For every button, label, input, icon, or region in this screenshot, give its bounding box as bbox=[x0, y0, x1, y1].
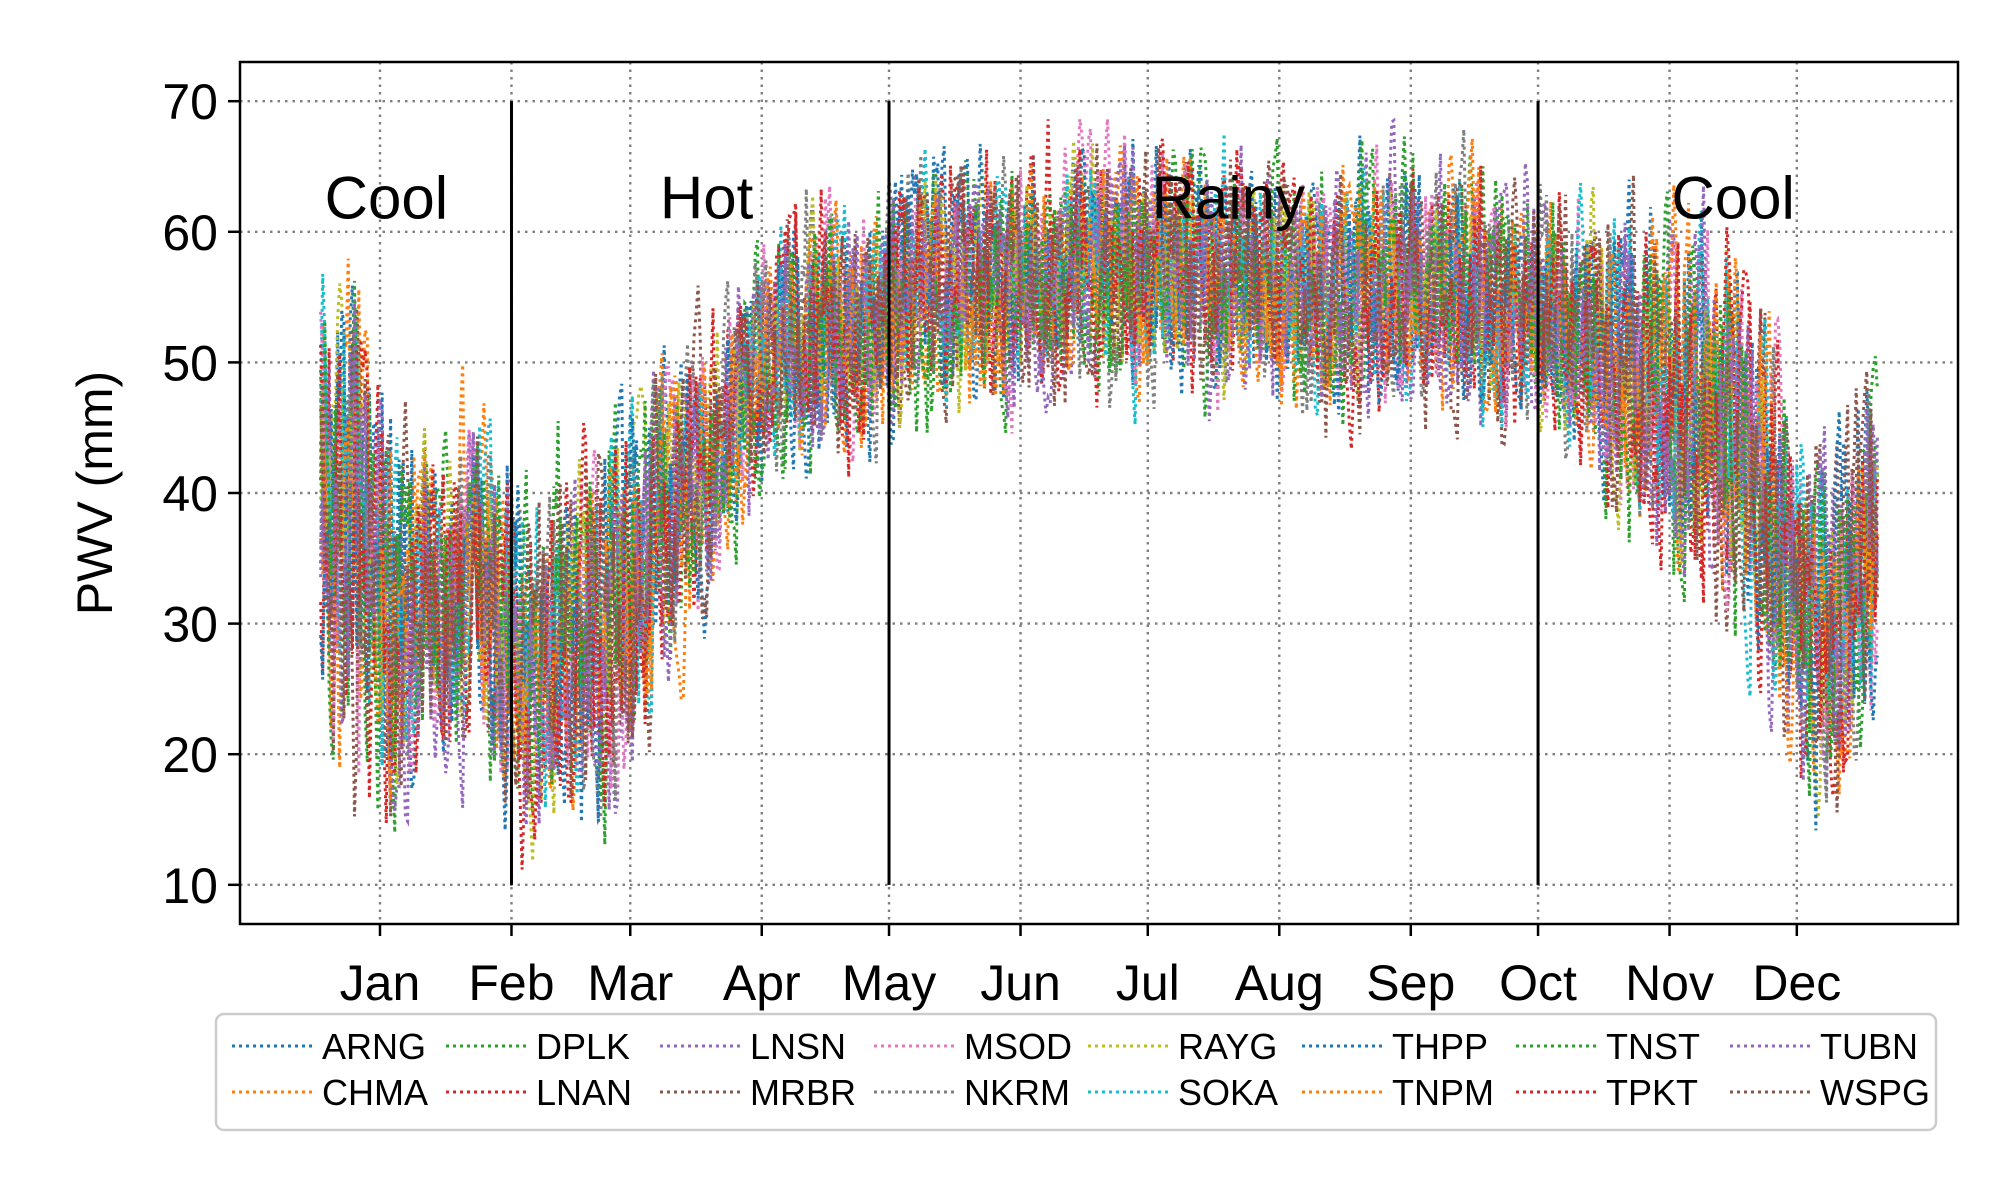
legend-label: TNST bbox=[1606, 1026, 1700, 1067]
series-line-soka bbox=[319, 133, 1879, 808]
legend-item-tubn: TUBN bbox=[1730, 1026, 1918, 1067]
series-line-lnan bbox=[319, 119, 1879, 824]
season-label-rainy: Rainy bbox=[1152, 165, 1305, 232]
legend-label: NKRM bbox=[964, 1072, 1070, 1113]
legend-item-lnan: LNAN bbox=[446, 1072, 632, 1113]
y-tick-label: 10 bbox=[162, 858, 218, 914]
legend-label: TNPM bbox=[1392, 1072, 1494, 1113]
y-tick-label: 40 bbox=[162, 466, 218, 522]
legend-item-rayg: RAYG bbox=[1088, 1026, 1277, 1067]
legend-label: ARNG bbox=[322, 1026, 426, 1067]
legend-item-msod: MSOD bbox=[874, 1026, 1072, 1067]
legend-item-lnsn: LNSN bbox=[660, 1026, 846, 1067]
legend-label: LNAN bbox=[536, 1072, 632, 1113]
x-tick-label: Nov bbox=[1625, 955, 1714, 1011]
legend-item-wspg: WSPG bbox=[1730, 1072, 1930, 1113]
x-tick-label: Apr bbox=[723, 955, 801, 1011]
legend-label: LNSN bbox=[750, 1026, 846, 1067]
series-lines bbox=[319, 117, 1879, 870]
series-line-tnpm bbox=[319, 138, 1879, 800]
x-tick-label: Sep bbox=[1366, 955, 1455, 1011]
legend-item-thpp: THPP bbox=[1302, 1026, 1488, 1067]
legend-item-dplk: DPLK bbox=[446, 1026, 630, 1067]
series-line-tnst bbox=[319, 138, 1879, 845]
x-tick-label: Jan bbox=[340, 955, 421, 1011]
legend-label: MSOD bbox=[964, 1026, 1072, 1067]
series-line-tubn bbox=[319, 117, 1879, 827]
x-tick-label: May bbox=[842, 955, 936, 1011]
legend-label: CHMA bbox=[322, 1072, 428, 1113]
y-axis-label: PWV (mm) bbox=[67, 371, 123, 615]
season-boundaries: Cool Hot Rainy Cool bbox=[325, 101, 1795, 885]
y-tick-label: 70 bbox=[162, 74, 218, 130]
x-tick-label: Mar bbox=[587, 955, 673, 1011]
legend-item-arng: ARNG bbox=[232, 1026, 426, 1067]
legend-item-tnpm: TNPM bbox=[1302, 1072, 1494, 1113]
x-tick-label: Dec bbox=[1752, 955, 1841, 1011]
legend-item-mrbr: MRBR bbox=[660, 1072, 856, 1113]
legend-label: RAYG bbox=[1178, 1026, 1277, 1067]
legend-label: TUBN bbox=[1820, 1026, 1918, 1067]
season-label-hot: Hot bbox=[660, 165, 754, 232]
y-tick-label: 30 bbox=[162, 597, 218, 653]
series-line-tpkt bbox=[319, 138, 1879, 870]
legend-item-tpkt: TPKT bbox=[1516, 1072, 1698, 1113]
season-label-cool: Cool bbox=[1671, 165, 1794, 232]
series-line-wspg bbox=[319, 146, 1879, 817]
legend-item-soka: SOKA bbox=[1088, 1072, 1278, 1113]
y-tick-label: 20 bbox=[162, 727, 218, 783]
x-tick-label: Feb bbox=[468, 955, 554, 1011]
legend-label: DPLK bbox=[536, 1026, 630, 1067]
legend-label: THPP bbox=[1392, 1026, 1488, 1067]
legend-item-tnst: TNST bbox=[1516, 1026, 1700, 1067]
legend-label: TPKT bbox=[1606, 1072, 1698, 1113]
x-tick-label: Aug bbox=[1235, 955, 1324, 1011]
legend-item-chma: CHMA bbox=[232, 1072, 428, 1113]
y-tick-label: 60 bbox=[162, 205, 218, 261]
x-tick-label: Jun bbox=[980, 955, 1061, 1011]
legend-box bbox=[214, 1012, 1938, 1132]
axes: 10 20 30 40 50 60 70 Jan Feb Mar Apr May Jun Jul Aug Se… bbox=[162, 74, 1841, 1011]
legend-label: MRBR bbox=[750, 1072, 856, 1113]
x-tick-label: Jul bbox=[1116, 955, 1180, 1011]
legend-label: SOKA bbox=[1178, 1072, 1278, 1113]
season-label-cool: Cool bbox=[325, 165, 448, 232]
y-tick-label: 50 bbox=[162, 335, 218, 391]
legend-item-nkrm: NKRM bbox=[874, 1072, 1070, 1113]
x-tick-label: Oct bbox=[1499, 955, 1577, 1011]
legend: ARNG CHMA DPLK LNAN LNSN MRBR MSOD NKRM RAYG SOKA… bbox=[214, 1012, 1938, 1132]
legend-label: WSPG bbox=[1820, 1072, 1930, 1113]
